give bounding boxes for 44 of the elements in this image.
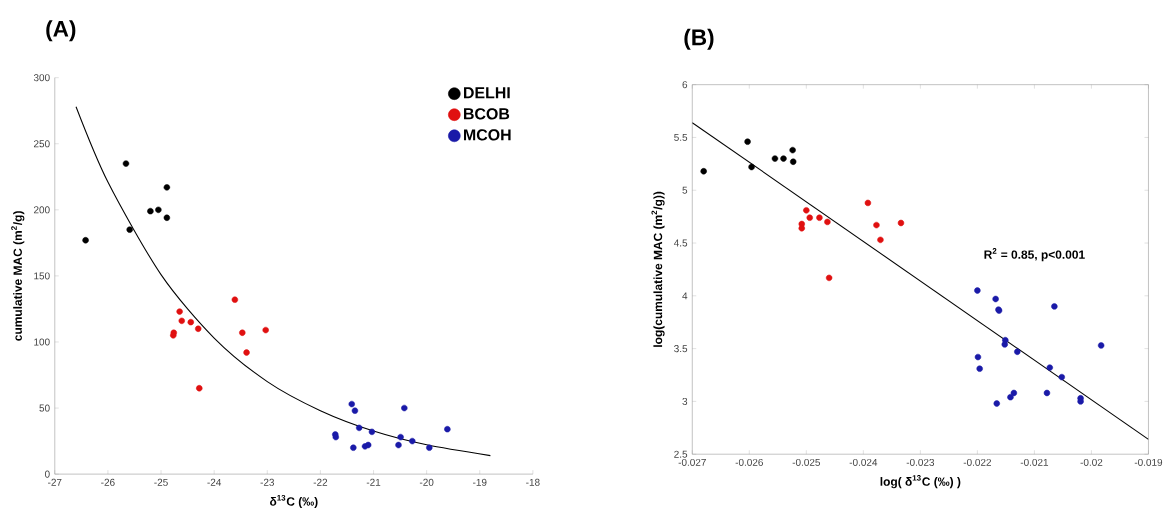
- y-tick-label: 50: [39, 404, 50, 412]
- y-tick-label: 100: [34, 338, 50, 346]
- x-tick-label: -23: [260, 479, 275, 487]
- x-tick-label: -18: [526, 479, 540, 487]
- x-axis-title: δ$^{13}$C (‰): [270, 495, 318, 509]
- legend-label: BCOB: [464, 108, 510, 120]
- x-tick-label: -0.02: [1080, 459, 1103, 467]
- y-tick-label: 300: [33, 74, 50, 82]
- x-tick-label: -0.021: [1020, 459, 1049, 467]
- y-tick-label: 3: [682, 398, 688, 406]
- x-tick-label: -0.019: [1134, 459, 1163, 467]
- chart-title: (A): [46, 20, 76, 42]
- x-tick-label: -21: [366, 479, 381, 486]
- y-tick-label: 150: [34, 272, 50, 280]
- x-tick-label: -0.026: [735, 459, 763, 467]
- x-tick-label: -0.025: [792, 459, 821, 467]
- x-tick-label: -25: [154, 479, 168, 487]
- annotation: R$^{2}$ = 0.85, p<0.001: [984, 248, 1085, 262]
- legend-label: MCOH: [464, 129, 511, 141]
- x-axis-title: log( δ$^{13}$C (‰) ): [880, 475, 961, 489]
- y-tick-label: 5.5: [674, 134, 688, 142]
- x-tick-label: -0.027: [678, 459, 706, 467]
- chart-title: (B): [684, 29, 714, 51]
- x-tick-label: -0.023: [906, 459, 935, 467]
- x-tick-label: -20: [419, 479, 434, 487]
- x-tick-label: -26: [101, 479, 115, 487]
- y-axis-title: cumulative MAC (m$^{2}$/g): [11, 211, 25, 341]
- y-tick-label: 250: [33, 140, 50, 148]
- x-tick-label: -22: [313, 479, 328, 486]
- y-tick-label: 2.5: [674, 450, 688, 458]
- y-tick-label: 200: [33, 206, 50, 214]
- y-tick-label: 4.5: [673, 239, 688, 247]
- y-tick-label: 6: [682, 81, 688, 89]
- x-tick-label: -19: [473, 479, 487, 487]
- y-tick-label: 0: [44, 470, 50, 478]
- x-tick-label: -27: [48, 479, 62, 486]
- y-axis-title: log(cumulative MAC (m$^{2}$/g)): [651, 192, 665, 348]
- y-tick-label: 4: [682, 292, 688, 300]
- x-tick-label: -24: [207, 479, 222, 486]
- y-tick-label: 5: [682, 187, 688, 194]
- y-tick-label: 3.5: [674, 345, 688, 353]
- legend-label: DELHI: [464, 87, 510, 99]
- x-tick-label: -0.024: [849, 459, 878, 467]
- x-tick-label: -0.022: [963, 459, 992, 467]
